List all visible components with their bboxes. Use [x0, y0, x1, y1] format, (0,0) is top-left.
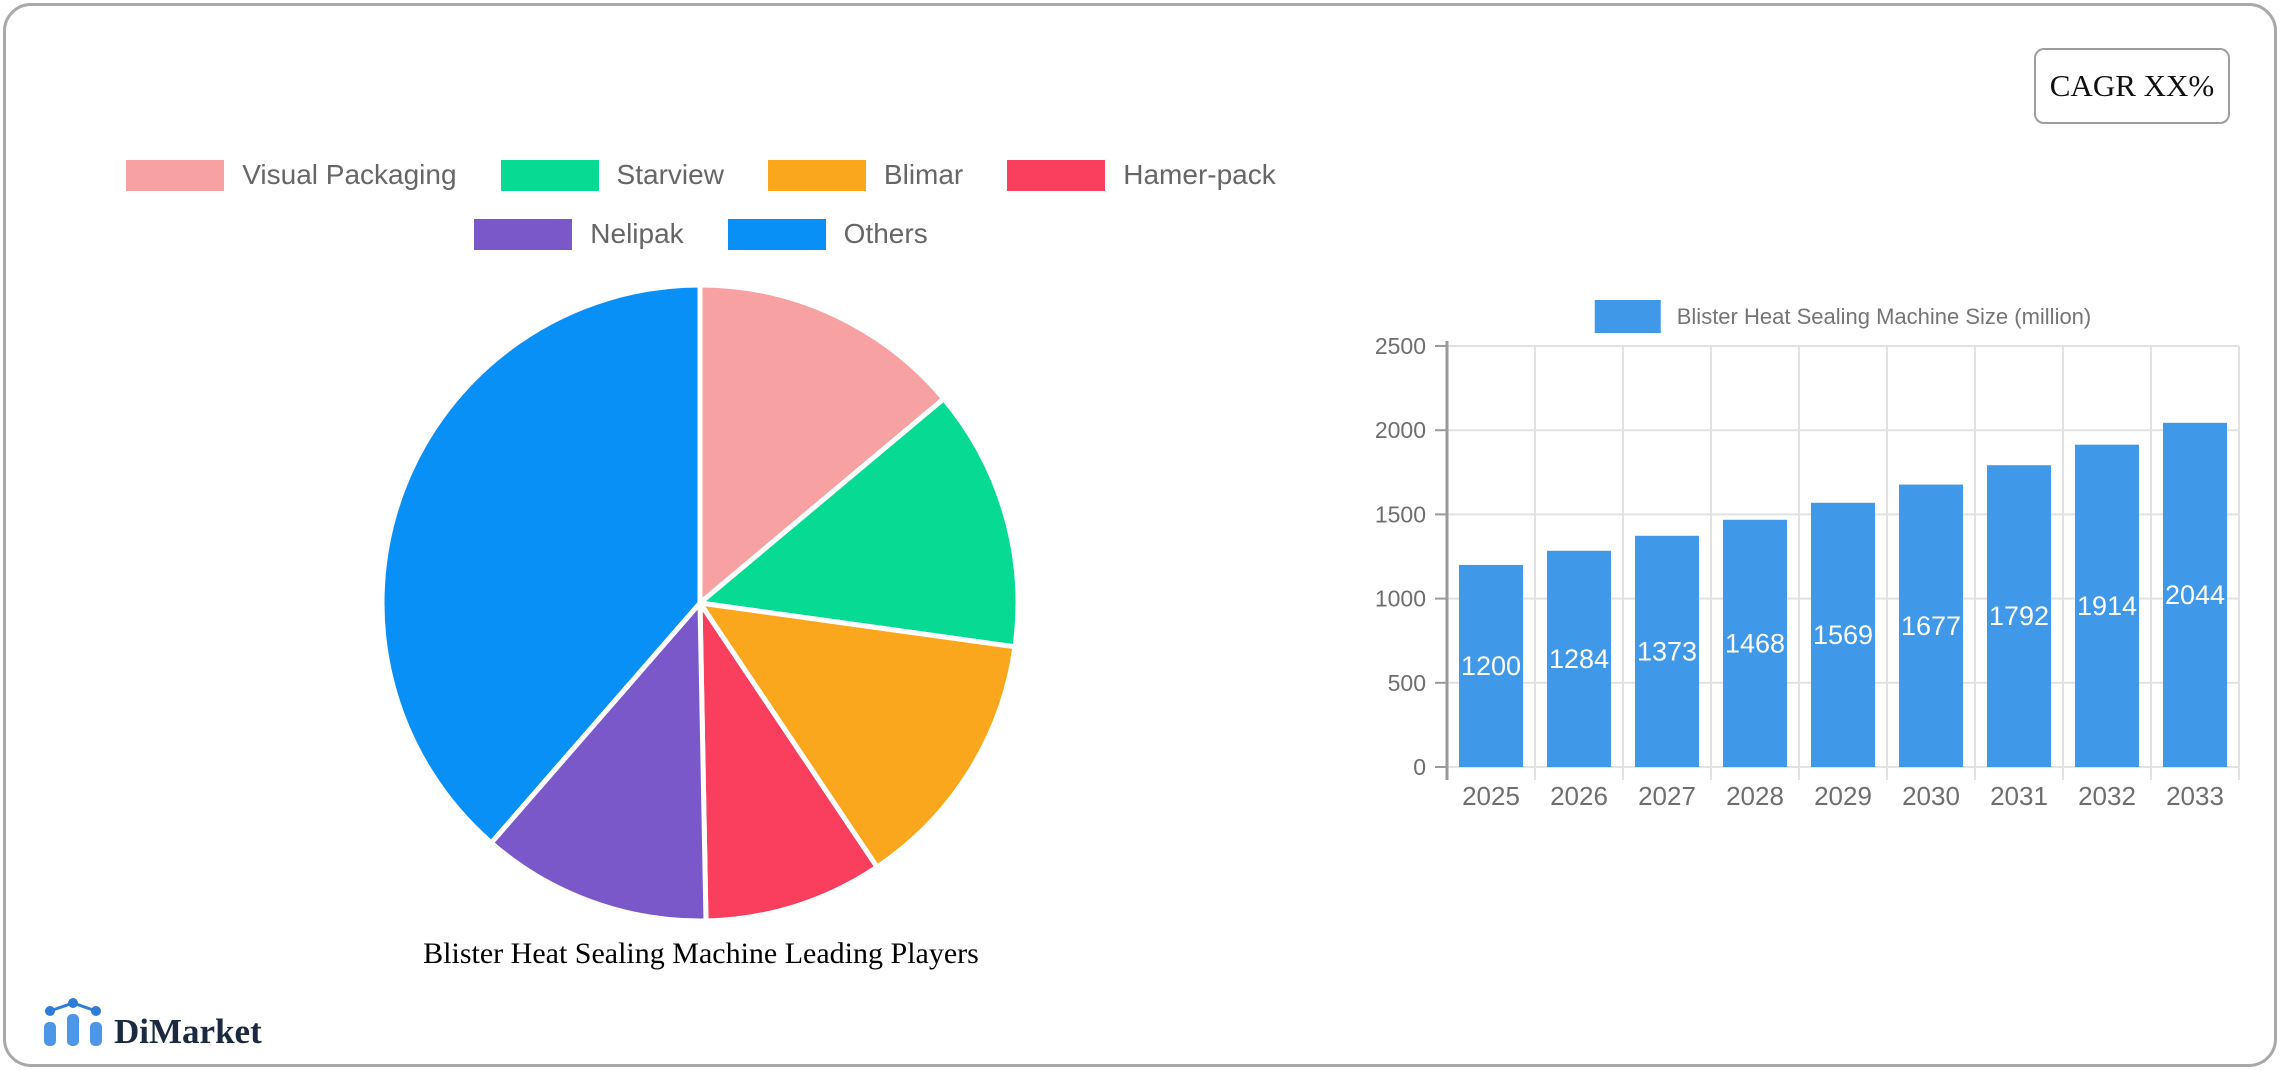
bar-2027[interactable] [1635, 535, 1699, 767]
y-axis-label: 0 [1413, 754, 1426, 780]
legend-swatch-icon [474, 218, 573, 250]
bar-value-label: 1468 [1725, 628, 1785, 658]
x-axis-label: 2029 [1814, 781, 1872, 811]
y-axis-label: 1500 [1375, 501, 1426, 527]
cagr-badge: CAGR XX% [2034, 48, 2230, 124]
pie-legend-row-2: Nelipak Others [6, 218, 1396, 250]
bar-value-label: 1284 [1549, 644, 1609, 674]
pie-slice-nelipak[interactable] [488, 600, 709, 924]
legend-swatch-icon [126, 159, 225, 191]
legend-label: Blimar [883, 159, 964, 190]
bar-value-label: 1677 [1901, 611, 1961, 641]
bar-legend[interactable]: Blister Heat Sealing Machine Size (milli… [1594, 300, 2092, 333]
bar-2028[interactable] [1723, 519, 1787, 767]
bar-value-label: 1792 [1989, 601, 2049, 631]
legend-label: Others [843, 218, 928, 249]
bar-value-label: 1373 [1637, 636, 1697, 666]
bar-legend-swatch-icon [1594, 300, 1661, 333]
bar-chart: 0 500 1000 1500 2000 2500 1200 2025 1284 2026 1373… [1375, 336, 2240, 811]
report-card: CAGR XX% Visual Packaging Starview Blimar H… [3, 3, 2277, 1067]
cagr-label: CAGR XX% [2049, 68, 2215, 103]
bar-2032[interactable] [2075, 444, 2139, 767]
legend-swatch-icon [500, 159, 599, 191]
legend-swatch-icon [727, 218, 826, 250]
legend-item-hamer-pack[interactable]: Hamer-pack [1007, 159, 1276, 191]
legend-swatch-icon [1007, 159, 1106, 191]
legend-label: Hamer-pack [1123, 159, 1276, 190]
x-axis-label: 2030 [1902, 781, 1960, 811]
legend-item-starview[interactable]: Starview [500, 159, 724, 191]
bar-2029[interactable] [1811, 502, 1875, 767]
bar-value-label: 2044 [2165, 580, 2225, 610]
bar-value-label: 1200 [1461, 651, 1521, 681]
x-axis-label: 2027 [1638, 781, 1696, 811]
mini-bar-line-chart-icon [44, 998, 102, 1046]
pie-slice-others[interactable] [379, 282, 703, 846]
pie-legend-row-1: Visual Packaging Starview Blimar Hamer-pack [6, 159, 1396, 191]
x-axis-label: 2032 [2078, 781, 2136, 811]
x-axis-label: 2028 [1726, 781, 1784, 811]
bar-2026[interactable] [1547, 550, 1611, 767]
pie-chart-title: Blister Heat Sealing Machine Leading Pla… [423, 937, 979, 970]
bar-2030[interactable] [1899, 484, 1963, 767]
bar-2033[interactable] [2163, 422, 2227, 767]
x-axis-label: 2026 [1550, 781, 1608, 811]
pie-slice-blimar[interactable] [697, 600, 1018, 870]
bar-2031[interactable] [1987, 465, 2051, 767]
x-axis-label: 2033 [2166, 781, 2224, 811]
legend-label: Starview [616, 159, 724, 190]
x-axis-label: 2031 [1990, 781, 2048, 811]
legend-label: Nelipak [590, 218, 684, 249]
pie-slice-visual-packaging[interactable] [697, 282, 947, 606]
bar-value-label: 1914 [2077, 591, 2137, 621]
legend-item-visual-packaging[interactable]: Visual Packaging [126, 159, 457, 191]
pie-chart [379, 282, 1021, 924]
brand-name: DiMarket [114, 1011, 262, 1051]
bar-value-label: 1569 [1813, 620, 1873, 650]
brand-logo: DiMarket [42, 998, 262, 1051]
pie-slice-hamer-pack[interactable] [697, 600, 880, 924]
pie-legend: Visual Packaging Starview Blimar Hamer-pack… [6, 159, 1396, 250]
legend-item-blimar[interactable]: Blimar [767, 159, 964, 191]
pie-slice-starview[interactable] [697, 396, 1021, 650]
y-axis-label: 500 [1388, 670, 1426, 696]
legend-item-nelipak[interactable]: Nelipak [474, 218, 684, 250]
x-axis-label: 2025 [1462, 781, 1520, 811]
bar-2025[interactable] [1459, 564, 1523, 767]
y-axis-label: 1000 [1375, 586, 1426, 612]
bar-legend-label: Blister Heat Sealing Machine Size (milli… [1676, 303, 2092, 329]
legend-item-others[interactable]: Others [727, 218, 928, 250]
y-axis-label: 2500 [1375, 336, 1426, 359]
legend-swatch-icon [767, 159, 866, 191]
legend-label: Visual Packaging [242, 159, 457, 190]
y-axis-label: 2000 [1375, 417, 1426, 443]
